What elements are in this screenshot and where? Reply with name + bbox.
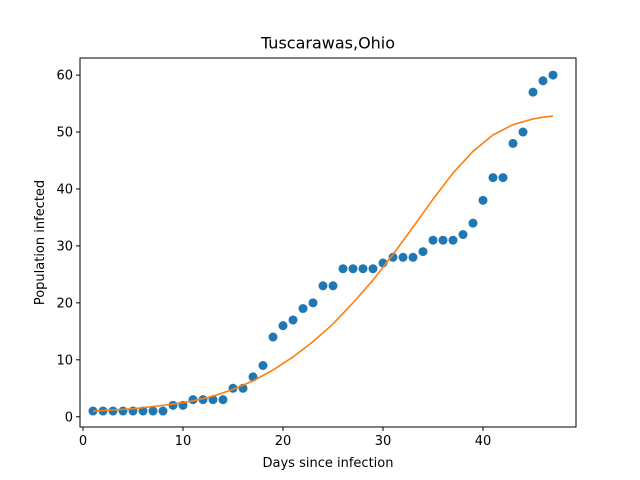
chart-title: Tuscarawas,Ohio bbox=[260, 34, 395, 53]
data-point bbox=[148, 406, 158, 416]
y-tick-label: 30 bbox=[56, 239, 73, 254]
data-point bbox=[498, 173, 508, 183]
data-point bbox=[488, 173, 498, 183]
data-point bbox=[108, 406, 118, 416]
y-tick-label: 60 bbox=[56, 69, 73, 84]
data-point bbox=[218, 395, 228, 405]
plot-area bbox=[88, 70, 558, 416]
y-tick-label: 20 bbox=[56, 296, 73, 311]
data-point bbox=[398, 252, 408, 262]
data-point bbox=[158, 406, 168, 416]
y-tick-label: 0 bbox=[65, 410, 73, 425]
x-tick-label: 30 bbox=[375, 434, 392, 449]
data-point bbox=[348, 264, 358, 274]
data-point bbox=[408, 252, 418, 262]
data-point bbox=[478, 195, 488, 205]
x-tick-label: 10 bbox=[175, 434, 192, 449]
data-point bbox=[358, 264, 368, 274]
y-tick-label: 40 bbox=[56, 182, 73, 197]
data-point bbox=[548, 70, 558, 80]
data-point bbox=[418, 247, 428, 257]
data-point bbox=[118, 406, 128, 416]
x-axis-label: Days since infection bbox=[263, 456, 394, 471]
y-axis-label: Population infected bbox=[33, 180, 48, 305]
data-point bbox=[448, 235, 458, 245]
data-point bbox=[438, 235, 448, 245]
data-point bbox=[508, 138, 518, 148]
data-point bbox=[308, 298, 318, 308]
x-tick-label: 20 bbox=[275, 434, 292, 449]
data-point bbox=[428, 235, 438, 245]
data-point bbox=[258, 361, 268, 370]
data-point bbox=[518, 127, 528, 137]
x-tick-label: 40 bbox=[475, 434, 492, 449]
y-axis: 0 10 20 30 40 50 60 bbox=[56, 69, 80, 425]
data-point bbox=[338, 264, 348, 274]
y-tick-label: 10 bbox=[56, 353, 73, 368]
data-point bbox=[458, 230, 468, 240]
data-point bbox=[138, 406, 148, 416]
data-point bbox=[318, 281, 328, 291]
data-point bbox=[528, 87, 538, 97]
data-point bbox=[468, 218, 478, 228]
x-axis: 0 10 20 30 40 bbox=[79, 427, 491, 449]
data-point bbox=[278, 321, 288, 331]
data-point bbox=[368, 264, 378, 274]
data-point bbox=[268, 332, 278, 342]
data-point bbox=[298, 304, 308, 314]
axes-frame bbox=[79, 57, 577, 428]
data-point bbox=[288, 315, 298, 325]
fit-curve bbox=[92, 115, 554, 412]
data-point bbox=[388, 252, 398, 262]
data-point bbox=[538, 76, 548, 86]
x-tick-label: 0 bbox=[79, 434, 87, 449]
data-point bbox=[328, 281, 338, 291]
y-tick-label: 50 bbox=[56, 126, 73, 141]
